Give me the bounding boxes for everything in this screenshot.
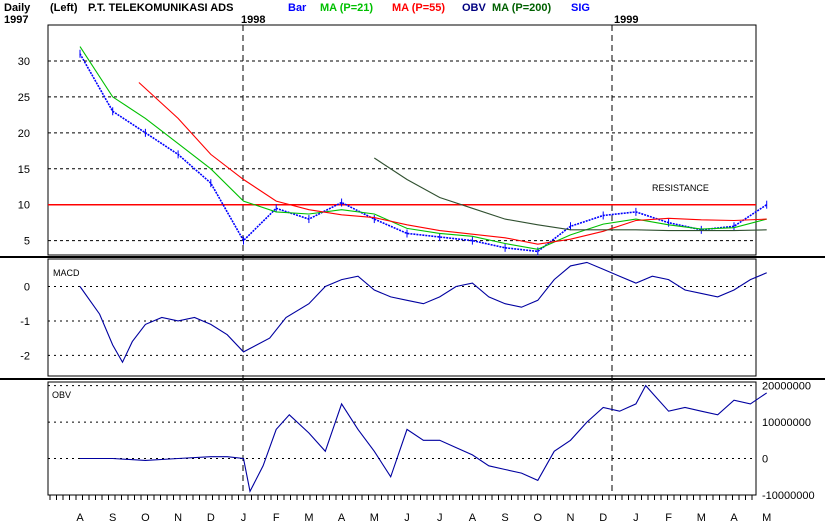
x-month-label: J — [241, 512, 247, 523]
macd-y-tick-label: 0 — [24, 282, 30, 294]
price-y-tick-label: 10 — [18, 200, 30, 212]
price-panel-frame — [47, 24, 757, 256]
x-month-label: M — [762, 512, 771, 523]
x-month-label: M — [370, 512, 379, 523]
macd-y-tick-label: -2 — [20, 350, 30, 362]
x-month-label: M — [697, 512, 706, 523]
x-month-label: O — [534, 512, 543, 523]
obv-series-obv — [80, 384, 768, 494]
x-month-label: M — [304, 512, 313, 523]
obv-y-tick-label: -10000000 — [762, 490, 815, 502]
year-label-1999: 1999 — [614, 14, 638, 26]
price-series-bar — [79, 53, 768, 253]
x-month-label: A — [338, 512, 346, 523]
x-month-label: D — [207, 512, 215, 523]
chart-title: P.T. TELEKOMUNIKASI ADS — [88, 2, 233, 14]
x-month-label: J — [404, 512, 410, 523]
macd-y-tick-label: -1 — [20, 316, 30, 328]
obv-y-tick-label: 0 — [762, 454, 768, 466]
scale-side-label: (Left) — [50, 2, 78, 14]
macd-series-macd — [79, 261, 767, 364]
x-month-label: J — [633, 512, 639, 523]
macd-panel-label: MACD — [53, 268, 80, 278]
price-series-ma-p-55 — [138, 82, 767, 245]
obv-panel-frame — [47, 381, 757, 496]
x-month-label: F — [665, 512, 672, 523]
obv-panel-label: OBV — [52, 390, 71, 400]
x-month-label: A — [469, 512, 477, 523]
price-y-tick-label: 20 — [18, 128, 30, 140]
x-month-label: D — [599, 512, 607, 523]
x-month-label: F — [273, 512, 280, 523]
legend-ma21: MA (P=21) — [320, 2, 373, 14]
period-label: Daily — [4, 2, 31, 14]
macd-panel-frame — [47, 258, 757, 377]
x-month-label: S — [109, 512, 116, 523]
price-y-tick-label: 15 — [18, 164, 30, 176]
legend-obv: OBV — [462, 2, 487, 14]
x-month-label: N — [174, 512, 182, 523]
price-series-ma-p-21 — [79, 46, 767, 250]
legend-bar: Bar — [288, 2, 307, 14]
price-y-tick-label: 5 — [24, 236, 30, 248]
x-month-label: A — [730, 512, 738, 523]
resistance-annotation: RESISTANCE — [652, 183, 709, 193]
price-y-tick-label: 25 — [18, 92, 30, 104]
x-month-label: J — [437, 512, 443, 523]
year-label-1997: 1997 — [4, 14, 28, 26]
obv-y-tick-label: 10000000 — [762, 417, 811, 429]
price-series-ma-p-200 — [373, 157, 767, 232]
x-month-label: S — [501, 512, 508, 523]
price-y-tick-label: 30 — [18, 56, 30, 68]
x-month-label: N — [567, 512, 575, 523]
legend-ma200: MA (P=200) — [492, 2, 552, 14]
legend-sig: SIG — [571, 2, 590, 14]
year-label-1998: 1998 — [241, 14, 265, 26]
x-month-label: A — [76, 512, 84, 523]
obv-y-tick-label: 20000000 — [762, 381, 811, 393]
x-month-label: O — [141, 512, 150, 523]
legend-ma55: MA (P=55) — [392, 2, 445, 14]
